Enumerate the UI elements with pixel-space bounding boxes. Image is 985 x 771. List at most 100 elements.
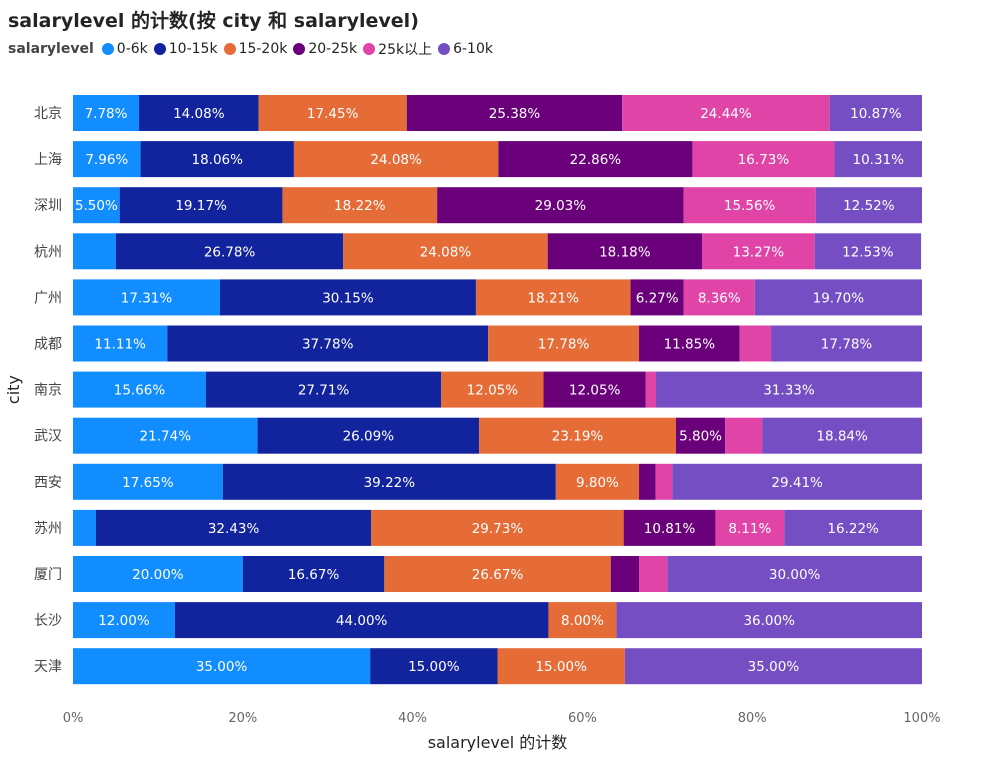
bar-segment bbox=[167, 325, 489, 362]
legend-label: 10-15k bbox=[168, 41, 218, 57]
data-label: 29.03% bbox=[535, 198, 587, 214]
bar-segment bbox=[73, 95, 140, 131]
bar-segment bbox=[548, 602, 617, 639]
category-label: 北京 bbox=[34, 106, 62, 122]
data-label: 24.08% bbox=[420, 244, 472, 260]
bar-segment bbox=[675, 417, 726, 454]
bar-segment bbox=[73, 509, 96, 546]
x-tick-label: 80% bbox=[738, 711, 767, 726]
data-label: 11.11% bbox=[94, 337, 146, 353]
data-label: 11.85% bbox=[664, 337, 716, 353]
x-tick-label: 20% bbox=[228, 711, 257, 726]
data-label: 10.87% bbox=[850, 106, 902, 122]
data-label: 23.19% bbox=[552, 429, 604, 445]
category-label: 西安 bbox=[34, 475, 62, 491]
bar-segment bbox=[343, 233, 548, 270]
bar-segment bbox=[384, 556, 611, 592]
bar-segment bbox=[543, 371, 646, 408]
bar-segment bbox=[73, 325, 168, 362]
data-label: 5.50% bbox=[75, 198, 118, 214]
category-label: 杭州 bbox=[34, 244, 62, 260]
data-label: 17.45% bbox=[307, 106, 359, 122]
legend-item-25k-plus[interactable]: 25k以上 bbox=[363, 39, 432, 59]
bar-segment bbox=[73, 417, 258, 454]
data-label: 8.36% bbox=[698, 290, 741, 306]
legend-item-20-25k[interactable]: 20-25k bbox=[293, 41, 357, 57]
data-label: 19.17% bbox=[175, 198, 227, 214]
data-label: 20.00% bbox=[132, 567, 184, 583]
data-label: 36.00% bbox=[743, 613, 795, 629]
x-axis-title: salarylevel 的计数 bbox=[428, 733, 568, 752]
bar-segment bbox=[739, 325, 772, 362]
bar-segment bbox=[479, 417, 676, 454]
bar-segment bbox=[829, 95, 922, 131]
category-label: 成都 bbox=[34, 337, 62, 353]
legend-item-0-6k[interactable]: 0-6k bbox=[101, 41, 148, 57]
legend-title: salarylevel bbox=[8, 41, 94, 57]
legend-item-15-20k[interactable]: 15-20k bbox=[223, 41, 288, 57]
data-label: 17.78% bbox=[821, 337, 873, 353]
data-label: 10.31% bbox=[852, 152, 904, 168]
bar-segment bbox=[242, 556, 385, 592]
bar-segment bbox=[73, 141, 141, 178]
bar-segment bbox=[140, 141, 294, 178]
bar-segment bbox=[258, 95, 407, 131]
data-label: 7.78% bbox=[85, 106, 128, 122]
category-label: 苏州 bbox=[34, 521, 62, 537]
bar-segment bbox=[834, 141, 922, 178]
data-label: 5.80% bbox=[679, 429, 722, 445]
data-label: 12.00% bbox=[98, 613, 150, 629]
data-label: 18.06% bbox=[192, 152, 244, 168]
legend-item-6-10k[interactable]: 6-10k bbox=[438, 41, 493, 57]
data-label: 18.22% bbox=[334, 198, 386, 214]
bar-segment bbox=[119, 187, 283, 224]
bar-segment bbox=[73, 556, 243, 592]
bar-segment bbox=[547, 233, 703, 270]
bar-segment bbox=[692, 141, 835, 178]
category-label: 深圳 bbox=[34, 198, 62, 214]
data-label: 6.27% bbox=[636, 290, 679, 306]
bar-segment bbox=[715, 509, 785, 546]
data-label: 26.78% bbox=[204, 244, 256, 260]
bar-segment bbox=[814, 233, 922, 270]
bar-segment bbox=[555, 463, 640, 500]
legend-swatch bbox=[153, 43, 166, 55]
bar-segment bbox=[139, 95, 259, 131]
data-label: 24.08% bbox=[370, 152, 422, 168]
data-label: 16.73% bbox=[738, 152, 790, 168]
bar-segment bbox=[624, 648, 922, 685]
data-label: 44.00% bbox=[336, 613, 388, 629]
bar-segment bbox=[784, 509, 922, 546]
data-label: 9.80% bbox=[576, 475, 619, 491]
bar-segment bbox=[222, 463, 556, 500]
data-label: 15.00% bbox=[535, 659, 587, 675]
bar-segment bbox=[639, 556, 668, 592]
data-label: 39.22% bbox=[364, 475, 416, 491]
bar-segment bbox=[702, 233, 815, 270]
legend-item-10-15k[interactable]: 10-15k bbox=[153, 41, 218, 57]
bar-segment bbox=[73, 187, 120, 224]
data-label: 14.08% bbox=[173, 106, 225, 122]
y-axis-title: city bbox=[4, 375, 23, 404]
legend-swatch bbox=[363, 43, 376, 55]
data-label: 35.00% bbox=[196, 659, 248, 675]
data-label: 17.31% bbox=[121, 290, 173, 306]
data-label: 13.27% bbox=[733, 244, 785, 260]
bar-segment bbox=[219, 279, 476, 316]
bar-segment bbox=[293, 141, 499, 178]
data-label: 26.67% bbox=[472, 567, 524, 583]
bar-segment bbox=[656, 371, 922, 408]
bar-segment bbox=[205, 371, 442, 408]
bar-segment bbox=[475, 279, 631, 316]
data-label: 18.84% bbox=[816, 429, 868, 445]
legend-label: 25k以上 bbox=[378, 42, 433, 58]
data-label: 10.81% bbox=[644, 521, 696, 537]
data-label: 16.22% bbox=[827, 521, 879, 537]
data-label: 18.18% bbox=[599, 244, 651, 260]
category-label: 厦门 bbox=[34, 567, 62, 583]
legend-label: 15-20k bbox=[238, 41, 288, 57]
bar-segment bbox=[73, 463, 223, 500]
bar-segment bbox=[616, 602, 922, 639]
bar-segment bbox=[630, 279, 684, 316]
data-label: 16.67% bbox=[288, 567, 340, 583]
